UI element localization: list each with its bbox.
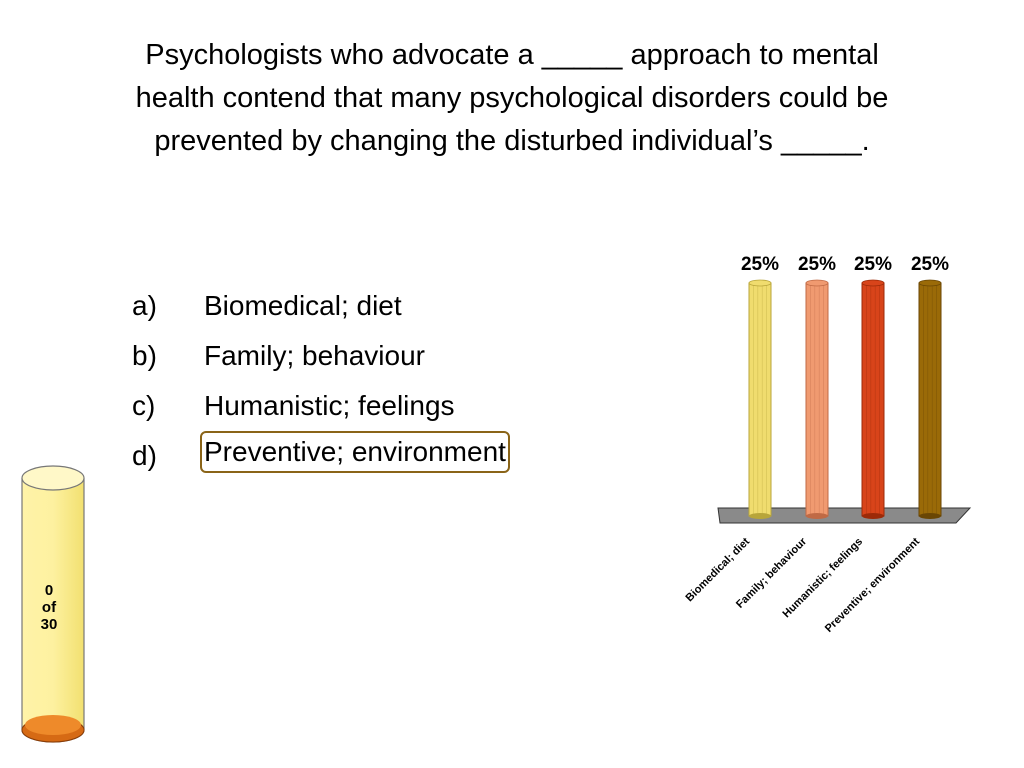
answer-text: Family; behaviour [204,340,425,371]
counter-total: 30 [40,616,58,633]
bar-value-label: 25% [911,254,949,275]
bar-2 [805,279,829,519]
counter-tube-top [21,465,85,491]
bar-value-label: 25% [741,254,779,275]
bar-base [862,513,884,519]
bar-body [918,282,942,517]
question-line: Psychologists who advocate a _____ appro… [145,39,879,71]
bar-1 [748,279,772,519]
bar-base [749,513,771,519]
counter-label: 0 of 30 [18,582,80,633]
answer-letter: a) [132,290,157,321]
bar-value-label: 25% [854,254,892,275]
bar-body [805,282,829,517]
answer-letter: b) [132,340,157,371]
bar-cap [748,279,772,287]
category-label: Preventive; environment [823,535,922,634]
bar-cap [861,279,885,287]
answer-letter: c) [132,390,156,421]
answer-text: Humanistic; feelings [204,390,455,421]
question-text: Psychologists who advocate a _____ appro… [40,34,984,163]
answer-option-c[interactable]: c) Humanistic; feelings [132,384,592,434]
bar-base [806,513,828,519]
counter-of: of [41,599,57,616]
bar-3 [861,279,885,519]
question-line: prevented by changing the disturbed indi… [154,125,870,157]
bar-cap [805,279,829,287]
answer-option-d[interactable]: d) Preventive; environment [132,431,592,484]
bar-cap [918,279,942,287]
bar-value-label: 25% [798,254,836,275]
chart-floor [717,507,972,524]
bar-body [748,282,772,517]
bar-body [861,282,885,517]
counter-current: 0 [44,582,54,599]
bar-4 [918,279,942,519]
answer-list: a) Biomedical; diet b) Family; behaviour… [132,284,592,484]
counter-liquid-top [25,715,81,735]
response-counter-cylinder [21,465,85,743]
question-line: health contend that many psychological d… [135,82,889,114]
answer-text-highlighted: Preventive; environment [200,431,510,473]
answer-letter: d) [132,440,157,471]
answer-text: Biomedical; diet [204,290,402,321]
bar-base [919,513,941,519]
answer-option-a[interactable]: a) Biomedical; diet [132,284,592,334]
answer-option-b[interactable]: b) Family; behaviour [132,334,592,384]
